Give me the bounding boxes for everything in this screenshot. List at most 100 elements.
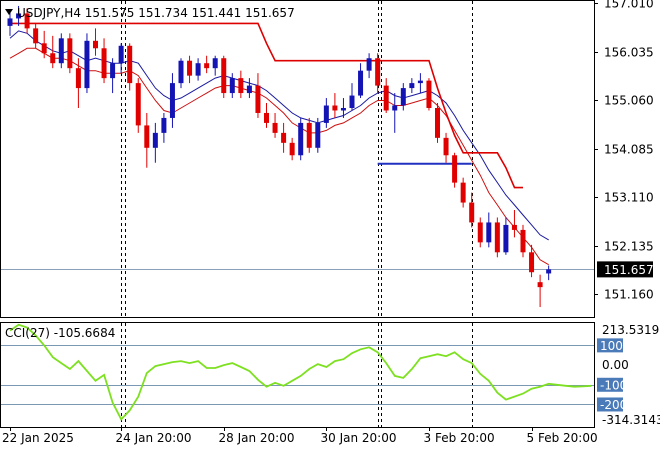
- candle: [169, 73, 175, 128]
- cci-axis-label: 0.00: [602, 358, 629, 372]
- candle: [187, 55, 193, 84]
- candle-body: [298, 122, 304, 156]
- candle: [443, 132, 449, 163]
- candle: [118, 43, 124, 74]
- candle-body: [494, 222, 500, 253]
- candle-body: [503, 224, 509, 253]
- candle-body: [358, 70, 364, 96]
- candle-body: [144, 125, 150, 148]
- candle: [93, 28, 98, 56]
- cci-level-tag: [597, 377, 623, 392]
- candle: [281, 122, 287, 153]
- candle-body: [469, 202, 475, 223]
- candle: [477, 217, 483, 248]
- candle-body: [452, 155, 458, 183]
- candle-body: [366, 58, 372, 71]
- candle: [7, 10, 13, 36]
- candle: [315, 117, 321, 153]
- time-axis-label: 28 Jan 20:00: [219, 431, 295, 445]
- candle: [144, 112, 150, 168]
- candle-body: [400, 88, 406, 106]
- candle: [75, 58, 81, 108]
- candle-body: [16, 13, 22, 19]
- current-price-label: 151.657: [604, 263, 654, 277]
- price-axis-label: 155.060: [604, 94, 654, 108]
- candle: [452, 152, 458, 188]
- candle-body: [426, 80, 432, 108]
- candle-body: [323, 105, 329, 123]
- cci-pane: [0, 322, 595, 428]
- candle-body: [460, 182, 466, 203]
- candle-body: [383, 85, 389, 111]
- price-axis-label: 151.160: [604, 288, 654, 302]
- collapse-triangle-icon[interactable]: [5, 9, 13, 15]
- candle-body: [101, 48, 107, 79]
- candle: [33, 23, 39, 49]
- candle-body: [246, 85, 252, 94]
- candle: [520, 224, 526, 258]
- candle-body: [84, 40, 90, 89]
- candle: [16, 5, 22, 26]
- price-axis-label: 153.110: [604, 191, 654, 205]
- candle-body: [417, 80, 423, 84]
- candle: [58, 33, 64, 69]
- candle: [426, 78, 432, 111]
- price-axis-label: 156.035: [604, 46, 654, 60]
- candle: [127, 43, 133, 91]
- candle-body: [435, 107, 440, 138]
- candle-body: [41, 43, 47, 54]
- candle-body: [161, 117, 167, 133]
- candle: [537, 274, 543, 308]
- candle-body: [511, 224, 517, 230]
- cci-axis-label: -100: [600, 378, 627, 392]
- time-axis-label: 5 Feb 20:00: [527, 431, 598, 445]
- price-pane: [0, 0, 595, 318]
- cci-axis-label: -200: [600, 398, 627, 412]
- candle: [221, 55, 227, 99]
- candle: [340, 98, 346, 118]
- candle: [392, 93, 398, 133]
- candle-body: [349, 95, 355, 108]
- candle: [486, 212, 492, 248]
- candle: [323, 98, 329, 128]
- candle-body: [306, 122, 312, 148]
- candle: [409, 78, 415, 94]
- candle-body: [332, 105, 338, 111]
- time-axis-label: 3 Feb 20:00: [424, 431, 495, 445]
- candle-body: [169, 83, 175, 118]
- candle: [272, 112, 278, 138]
- cci-label: CCI(27) -105.6684: [5, 326, 115, 340]
- candle-body: [75, 68, 81, 89]
- candle: [349, 83, 355, 111]
- candle: [511, 210, 517, 238]
- candle-body: [24, 13, 30, 29]
- candle: [358, 63, 364, 99]
- cci-axis-label: 213.5319: [602, 323, 659, 337]
- time-axis-label: 30 Jan 20:00: [321, 431, 397, 445]
- candle: [195, 58, 201, 81]
- candle-body: [212, 58, 218, 69]
- candle: [289, 137, 295, 161]
- candle: [417, 73, 423, 94]
- candle: [546, 265, 552, 281]
- moving-average-red: [9, 47, 549, 266]
- candle: [152, 122, 158, 163]
- candle: [400, 83, 406, 111]
- candle: [375, 53, 381, 94]
- candle: [469, 192, 475, 228]
- candle-body: [195, 63, 201, 76]
- candle-body: [33, 28, 39, 44]
- current-price-tag: [597, 261, 653, 278]
- candle-body: [264, 112, 269, 123]
- candle-body: [127, 45, 133, 84]
- candle-body: [537, 282, 543, 288]
- candle: [264, 103, 269, 128]
- candle: [332, 93, 338, 118]
- cci-level-tag: [597, 338, 623, 353]
- candle-body: [221, 58, 227, 94]
- candle-body: [135, 83, 141, 126]
- candle: [24, 8, 30, 34]
- candle: [460, 177, 466, 208]
- candle: [204, 55, 210, 74]
